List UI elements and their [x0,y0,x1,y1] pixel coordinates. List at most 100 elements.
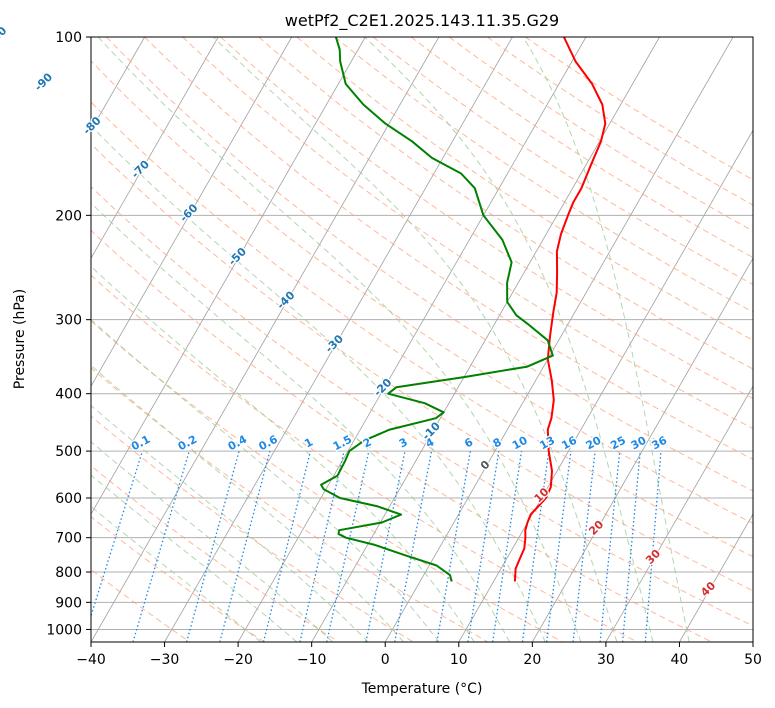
dry-adiabat [91,367,489,642]
isotherm-label: 30 [643,547,663,567]
dry-adiabat-label: -80 [80,114,103,137]
dry-adiabat-label: -40 [274,288,297,311]
dry-adiabat-label: -100 [0,24,10,53]
dry-adiabat [487,37,753,206]
mixing-ratio-label: 0.2 [176,433,199,454]
y-tick-label: 1000 [46,622,82,638]
isotherm-line [679,513,753,642]
dry-adiabat [258,37,753,370]
x-axis-label: Temperature (°C) [361,681,483,697]
mixing-ratio-line [467,450,500,642]
dry-adiabat [91,320,563,642]
mixing-ratio-label: 6 [462,435,475,450]
mixing-ratio-line [132,450,190,642]
y-tick-label: 900 [55,595,82,611]
y-tick-label: 400 [55,387,82,403]
mixing-ratio-line [326,450,370,642]
x-tick-label: −10 [297,652,327,668]
y-tick-label: 200 [55,208,82,224]
mixing-ratio-line [365,450,406,642]
mixing-ratio-label: 3 [397,435,410,450]
isotherm-line [605,385,753,642]
dry-adiabat-label: -90 [32,70,55,93]
dry-adiabat-label: -70 [129,158,152,181]
moist-adiabat [212,37,618,642]
mixing-ratio-label: 1 [302,435,315,450]
dry-adiabat [91,60,753,524]
mixing-ratio-label: 16 [559,434,579,453]
y-tick-label: 600 [55,491,82,507]
dry-adiabat-label: -60 [177,201,200,224]
dry-adiabat-label: -50 [226,245,249,268]
moist-adiabat [91,265,475,642]
isotherm-line [237,37,587,642]
x-tick-label: −30 [150,652,180,668]
mixing-ratio-label: 13 [537,434,557,453]
dry-adiabat [372,37,753,286]
moist-adiabat [91,441,334,642]
moist-adiabat [91,318,440,642]
moist-adiabat [91,505,262,642]
isotherm-line [458,129,753,642]
chart-title: wetPf2_C2E1.2025.143.11.35.G29 [285,11,559,31]
mixing-ratio-line [436,450,471,642]
moist-adiabat [97,37,582,642]
x-tick-label: −40 [76,652,106,668]
dry-adiabat [220,37,753,399]
dry-adiabat [182,37,753,430]
isotherm-line [531,257,753,642]
mixing-ratio-line [599,451,621,642]
mixing-ratio-label: 20 [584,434,604,453]
mixing-ratio-line [262,450,312,642]
dry-adiabat [91,465,340,642]
plot-area [0,37,753,642]
dry-adiabat [91,415,414,642]
isotherm-line [91,37,293,387]
temperature-profile-line [513,37,607,582]
x-tick-label: 30 [597,652,615,668]
dry-adiabat [106,37,753,492]
y-tick-label: 100 [55,30,82,46]
y-tick-label: 300 [55,313,82,329]
dry-adiabat [296,37,753,341]
mixing-ratio-label: 0.1 [129,433,152,454]
dry-adiabat [334,37,753,313]
x-tick-label: 40 [671,652,689,668]
x-axis: −40 −30 −20 −10 0 10 20 30 40 50 [76,642,762,668]
x-tick-label: −20 [223,652,253,668]
x-tick-label: 20 [523,652,541,668]
dry-adiabat [91,229,713,642]
plot-frame [90,36,754,643]
isotherm-line [164,37,513,642]
x-tick-label: 0 [381,652,390,668]
mixing-ratio-label: 8 [491,435,504,450]
mixing-ratio-line [572,451,596,642]
mixing-ratio-line [219,450,271,642]
mixing-ratio-line [186,450,240,642]
y-tick-label: 700 [55,531,82,547]
mixing-ratio-label: 0.6 [257,433,281,454]
y-tick-label: 800 [55,565,82,581]
mixing-ratio-line [299,450,345,642]
isotherm-line [384,37,734,642]
dewpoint-profile-line [320,37,554,582]
mixing-ratio-line [521,451,550,642]
x-tick-label: 50 [744,652,762,668]
isotherm-line [752,641,753,642]
moist-adiabat [364,37,654,642]
isotherm-label: 0 [478,458,493,473]
isotherm-line [91,37,366,515]
dry-adiabat [91,516,265,642]
moist-adiabat [91,474,298,642]
isotherm-line [0,37,71,642]
mixing-ratio-label: 25 [608,434,628,453]
isotherm-line [91,37,219,260]
mixing-ratio-label: 30 [629,434,649,453]
moist-adiabat [91,364,404,642]
isotherm-label: 10 [532,485,552,505]
mixing-ratio-line [91,450,144,618]
mixing-ratio-label: 36 [650,434,670,453]
y-axis: 100 200 300 400 500 600 700 800 900 1000 [46,30,91,638]
dry-adiabat [91,274,638,642]
